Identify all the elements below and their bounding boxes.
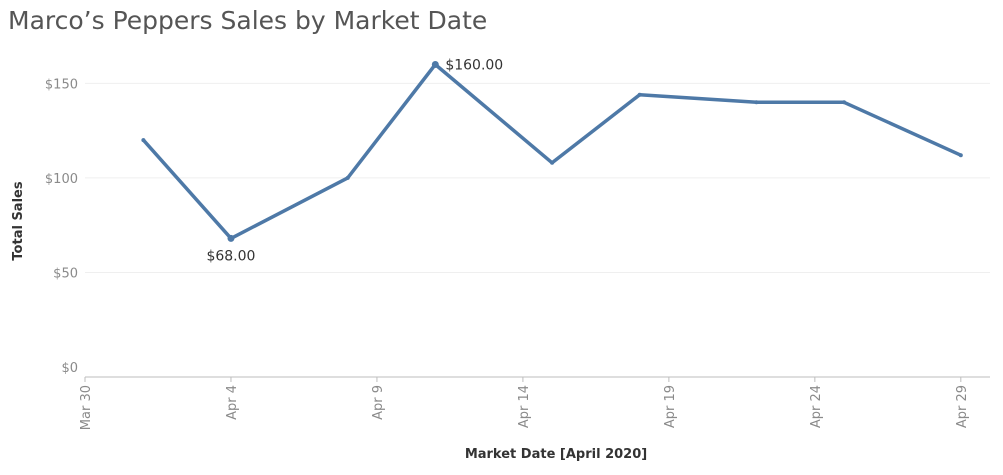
y-tick-label: $150 xyxy=(45,77,78,92)
data-point xyxy=(842,100,847,105)
data-point xyxy=(550,160,555,165)
x-tick-label: Apr 9 xyxy=(371,385,386,420)
data-point xyxy=(345,175,350,180)
x-tick-label: Mar 30 xyxy=(79,385,94,430)
series-line xyxy=(141,62,963,241)
chart-title: Marco’s Peppers Sales by Market Date xyxy=(8,6,488,35)
data-point xyxy=(754,100,759,105)
x-tick-label: Apr 29 xyxy=(955,385,970,428)
data-label: $160.00 xyxy=(445,57,503,73)
x-tick-label: Apr 19 xyxy=(663,385,678,428)
x-tick-label: Apr 24 xyxy=(809,385,824,428)
annotation-marker xyxy=(431,60,439,68)
data-point xyxy=(637,92,642,97)
annotations: $68.00 $160.00 xyxy=(206,57,503,264)
y-tick-label: $0 xyxy=(61,361,78,376)
y-axis-ticks: $0 $50 $100 $150 xyxy=(45,77,78,376)
data-point xyxy=(958,153,963,158)
annotation-marker xyxy=(227,234,235,242)
series-layer xyxy=(141,62,963,241)
y-tick-label: $50 xyxy=(53,266,78,281)
y-tick-label: $100 xyxy=(45,172,78,187)
x-axis-title: Market Date [April 2020] xyxy=(465,447,647,462)
x-axis-ticks: Mar 30 Apr 4 Apr 9 Apr 14 Apr 19 Apr 24 Apr 29 xyxy=(79,377,970,430)
data-point xyxy=(141,138,146,143)
x-tick-label: Apr 4 xyxy=(225,385,240,420)
x-tick-label: Apr 14 xyxy=(517,385,532,428)
y-axis-title: Total Sales xyxy=(11,181,26,260)
data-label: $68.00 xyxy=(206,248,255,264)
gridlines xyxy=(85,82,990,273)
